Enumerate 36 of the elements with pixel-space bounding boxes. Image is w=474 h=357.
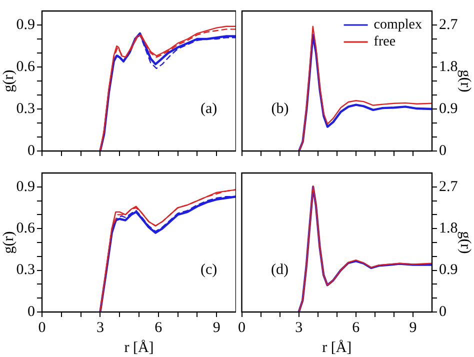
- y-tick-label: 2.7: [439, 178, 458, 195]
- x-axis-title: r [Å]: [322, 338, 352, 356]
- annotation: (a): [200, 100, 218, 117]
- y-tick-label: 0.9: [16, 16, 35, 33]
- y-tick-label: 0.6: [16, 58, 36, 75]
- y-axis-title: g(r): [457, 231, 474, 254]
- x-axis-title: r [Å]: [124, 338, 154, 356]
- y-tick-label: 2.7: [439, 16, 458, 33]
- y-tick-label: 0: [439, 304, 446, 320]
- y-tick-label: 0.9: [16, 178, 35, 195]
- annotation: (b): [271, 100, 289, 117]
- x-tick-label: 9: [409, 320, 417, 336]
- x-tick-label: 3: [295, 320, 303, 336]
- y-tick-label: 1.8: [439, 58, 458, 75]
- annotation: (c): [200, 262, 218, 278]
- annotation: (d): [271, 262, 289, 278]
- y-tick-label: 0: [439, 142, 446, 159]
- y-tick-label: 1.8: [439, 220, 458, 237]
- x-tick-label: 6: [352, 320, 360, 336]
- y-axis-title: g(r): [457, 70, 474, 92]
- legend-label: free: [374, 34, 396, 50]
- y-axis-title: g(r): [0, 70, 17, 92]
- x-tick-label: 0: [238, 320, 246, 336]
- x-tick-label: 6: [154, 320, 163, 336]
- legend-label: complex: [374, 18, 422, 33]
- x-tick-label: 0: [38, 320, 46, 336]
- y-axis-title: g(r): [0, 231, 17, 254]
- y-tick-label: 0.3: [16, 100, 35, 117]
- y-tick-label: 0: [28, 142, 35, 159]
- y-tick-label: 0.3: [16, 262, 35, 278]
- y-tick-label: 0: [28, 304, 35, 320]
- x-tick-label: 3: [96, 320, 104, 336]
- y-tick-label: 0.9: [439, 262, 458, 278]
- y-tick-label: 0.9: [439, 100, 458, 117]
- y-tick-label: 0.6: [16, 220, 36, 237]
- x-tick-label: 9: [212, 320, 220, 336]
